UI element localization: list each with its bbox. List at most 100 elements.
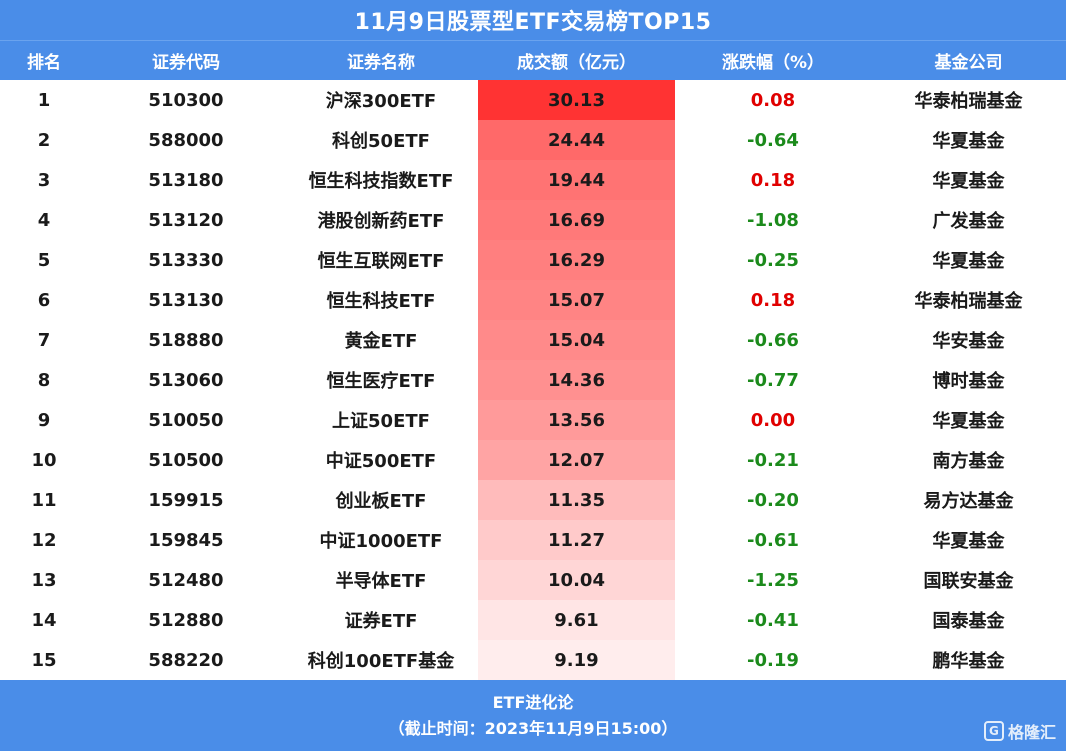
name-cell: 创业板ETF — [335, 491, 427, 512]
name-cell: 证券ETF — [344, 611, 418, 632]
change-cell: -0.64 — [747, 129, 799, 151]
rank-cell: 7 — [37, 329, 51, 351]
volume-cell: 13.56 — [478, 400, 675, 440]
rank-cell: 3 — [37, 169, 51, 191]
table-row: 7 518880 黄金ETF 15.04 -0.66 华安基金 — [0, 320, 1066, 360]
table-row: 1 510300 沪深300ETF 30.13 0.08 华泰柏瑞基金 — [0, 80, 1066, 120]
company-cell: 华安基金 — [932, 331, 1005, 352]
table-row: 8 513060 恒生医疗ETF 14.36 -0.77 博时基金 — [0, 360, 1066, 400]
change-cell: -0.77 — [747, 369, 799, 391]
volume-cell: 9.19 — [478, 640, 675, 680]
change-cell: -0.20 — [747, 489, 799, 511]
volume-cell: 11.27 — [478, 520, 675, 560]
rank-cell: 14 — [31, 609, 57, 631]
company-cell: 博时基金 — [932, 371, 1005, 392]
change-cell: -0.19 — [747, 649, 799, 671]
code-cell: 510050 — [148, 409, 224, 431]
table-row: 13 512480 半导体ETF 10.04 -1.25 国联安基金 — [0, 560, 1066, 600]
code-cell: 513120 — [148, 209, 224, 231]
table-row: 14 512880 证券ETF 9.61 -0.41 国泰基金 — [0, 600, 1066, 640]
rank-cell: 8 — [37, 369, 51, 391]
code-cell: 159915 — [148, 489, 224, 511]
code-cell: 510300 — [148, 89, 224, 111]
footer-source: ETF进化论 — [492, 692, 574, 712]
company-cell: 华泰柏瑞基金 — [914, 291, 1023, 312]
rank-cell: 11 — [31, 489, 57, 511]
change-cell: 0.18 — [750, 169, 796, 191]
company-cell: 国联安基金 — [923, 571, 1014, 592]
change-cell: -0.61 — [747, 529, 799, 551]
change-cell: -0.66 — [747, 329, 799, 351]
code-cell: 513130 — [148, 289, 224, 311]
change-cell: -0.21 — [747, 449, 799, 471]
name-cell: 中证1000ETF — [319, 531, 443, 552]
volume-cell: 24.44 — [478, 120, 675, 160]
table-body: 1 510300 沪深300ETF 30.13 0.08 华泰柏瑞基金 2 588000 科创5… — [0, 80, 1066, 680]
table-header-row: 排名 证券代码 证券名称 成交额（亿元） 涨跌幅（%） 基金公司 — [0, 40, 1066, 80]
name-cell: 恒生互联网ETF — [317, 251, 445, 272]
code-cell: 518880 — [148, 329, 224, 351]
table-row: 12 159845 中证1000ETF 11.27 -0.61 华夏基金 — [0, 520, 1066, 560]
table-row: 15 588220 科创100ETF基金 9.19 -0.19 鹏华基金 — [0, 640, 1066, 680]
company-cell: 南方基金 — [932, 451, 1005, 472]
name-cell: 沪深300ETF — [325, 91, 437, 112]
company-cell: 华夏基金 — [932, 251, 1005, 272]
volume-cell: 10.04 — [478, 560, 675, 600]
rank-cell: 9 — [37, 409, 51, 431]
code-cell: 159845 — [148, 529, 224, 551]
volume-cell: 30.13 — [478, 80, 675, 120]
code-cell: 510500 — [148, 449, 224, 471]
header-change: 涨跌幅（%） — [721, 53, 825, 73]
name-cell: 上证50ETF — [332, 411, 430, 432]
volume-cell: 19.44 — [478, 160, 675, 200]
name-cell: 中证500ETF — [325, 451, 437, 472]
watermark-text: 格隆汇 — [1007, 723, 1056, 742]
name-cell: 科创100ETF基金 — [307, 651, 455, 672]
table-row: 4 513120 港股创新药ETF 16.69 -1.08 广发基金 — [0, 200, 1066, 240]
volume-cell: 11.35 — [478, 480, 675, 520]
company-cell: 华夏基金 — [932, 171, 1005, 192]
volume-cell: 15.07 — [478, 280, 675, 320]
company-cell: 鹏华基金 — [932, 651, 1005, 672]
table-row: 9 510050 上证50ETF 13.56 0.00 华夏基金 — [0, 400, 1066, 440]
header-code: 证券代码 — [152, 53, 220, 73]
volume-cell: 15.04 — [478, 320, 675, 360]
code-cell: 588220 — [148, 649, 224, 671]
change-cell: -1.25 — [747, 569, 799, 591]
header-name: 证券名称 — [347, 53, 415, 73]
name-cell: 港股创新药ETF — [317, 211, 445, 232]
table-row: 3 513180 恒生科技指数ETF 19.44 0.18 华夏基金 — [0, 160, 1066, 200]
table-row: 2 588000 科创50ETF 24.44 -0.64 华夏基金 — [0, 120, 1066, 160]
volume-cell: 9.61 — [478, 600, 675, 640]
rank-cell: 13 — [31, 569, 57, 591]
header-volume: 成交额（亿元） — [517, 53, 636, 73]
rank-cell: 15 — [31, 649, 57, 671]
table-row: 6 513130 恒生科技ETF 15.07 0.18 华泰柏瑞基金 — [0, 280, 1066, 320]
change-cell: -0.25 — [747, 249, 799, 271]
table-row: 5 513330 恒生互联网ETF 16.29 -0.25 华夏基金 — [0, 240, 1066, 280]
company-cell: 广发基金 — [932, 211, 1005, 232]
table-title: 11月9日股票型ETF交易榜TOP15 — [0, 0, 1066, 40]
name-cell: 科创50ETF — [332, 131, 430, 152]
name-cell: 恒生医疗ETF — [326, 371, 436, 392]
header-company: 基金公司 — [934, 53, 1003, 73]
volume-cell: 16.29 — [478, 240, 675, 280]
code-cell: 513330 — [148, 249, 224, 271]
company-cell: 华夏基金 — [932, 531, 1005, 552]
change-cell: 0.00 — [750, 409, 796, 431]
rank-cell: 2 — [37, 129, 51, 151]
rank-cell: 10 — [31, 449, 57, 471]
change-cell: -1.08 — [747, 209, 799, 231]
rank-cell: 12 — [31, 529, 57, 551]
rank-cell: 4 — [37, 209, 51, 231]
table-row: 10 510500 中证500ETF 12.07 -0.21 南方基金 — [0, 440, 1066, 480]
rank-cell: 5 — [37, 249, 51, 271]
company-cell: 华泰柏瑞基金 — [914, 91, 1023, 112]
company-cell: 易方达基金 — [923, 491, 1014, 512]
volume-cell: 16.69 — [478, 200, 675, 240]
footer-timestamp: （截止时间：2023年11月9日15:00） — [388, 718, 678, 738]
company-cell: 华夏基金 — [932, 411, 1005, 432]
header-rank: 排名 — [27, 53, 61, 73]
name-cell: 黄金ETF — [344, 331, 418, 352]
